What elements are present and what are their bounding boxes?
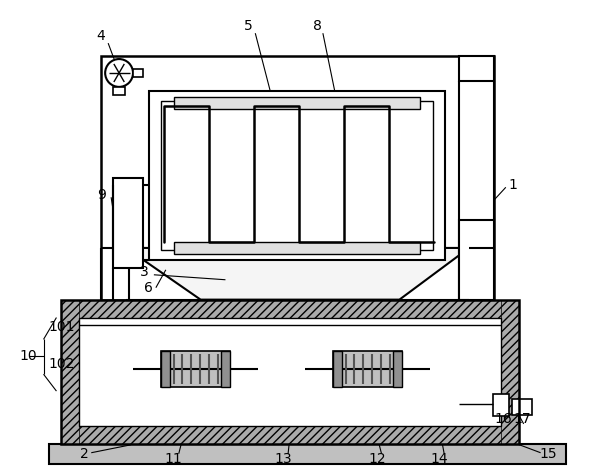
Text: 11: 11: [165, 452, 183, 466]
Text: 14: 14: [430, 452, 448, 466]
Polygon shape: [126, 248, 469, 300]
Text: 17: 17: [514, 412, 532, 426]
Bar: [161, 101, 433, 250]
Bar: [113, 178, 143, 268]
Bar: [62, 426, 518, 444]
Bar: [512, 399, 532, 415]
Text: 4: 4: [97, 29, 105, 43]
Text: 15: 15: [540, 446, 557, 461]
Bar: [62, 300, 518, 444]
Text: 6: 6: [145, 281, 153, 294]
Bar: [101, 56, 494, 300]
Bar: [113, 87, 125, 95]
Bar: [149, 91, 445, 260]
Bar: [161, 352, 170, 387]
Text: 12: 12: [368, 452, 387, 466]
Text: 1: 1: [508, 178, 517, 192]
Bar: [62, 300, 79, 444]
Bar: [62, 300, 518, 317]
Bar: [393, 352, 402, 387]
Bar: [79, 317, 501, 426]
Bar: [333, 352, 402, 387]
Bar: [174, 97, 420, 109]
Text: 2: 2: [80, 446, 89, 461]
Text: 101: 101: [48, 321, 74, 334]
Bar: [333, 352, 342, 387]
Bar: [174, 242, 420, 254]
Bar: [459, 220, 494, 300]
Text: 13: 13: [274, 452, 292, 466]
Text: 102: 102: [48, 357, 74, 371]
Bar: [133, 69, 143, 77]
Bar: [459, 56, 494, 81]
Text: 10: 10: [20, 349, 38, 363]
Text: 8: 8: [313, 19, 322, 33]
Text: 5: 5: [244, 19, 253, 33]
Text: 16: 16: [494, 412, 512, 426]
Bar: [221, 352, 231, 387]
Bar: [161, 352, 231, 387]
Text: 3: 3: [140, 265, 148, 279]
Text: 9: 9: [97, 188, 106, 202]
Bar: [501, 300, 518, 444]
Bar: [50, 444, 566, 464]
Bar: [493, 394, 509, 416]
Circle shape: [105, 59, 133, 87]
